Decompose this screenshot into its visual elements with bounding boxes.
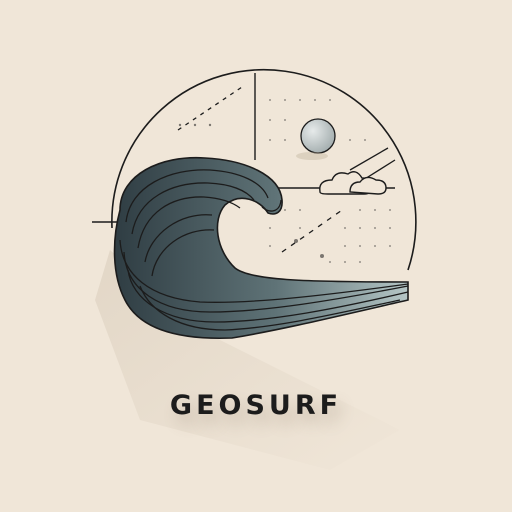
construction-line-diagonal-right-1: [349, 147, 389, 171]
sun-shadow: [296, 152, 328, 160]
cloud-icon: [319, 171, 387, 195]
construction-line-diagonal-mid: [281, 207, 346, 253]
construction-line-diagonal-top: [177, 84, 246, 131]
dotted-grid: [178, 99, 391, 263]
brand-name: GEOSURF: [169, 390, 343, 421]
emblem-circle-arc: [111, 68, 417, 271]
wave-icon: [113, 156, 409, 340]
sun-icon: [300, 118, 336, 154]
